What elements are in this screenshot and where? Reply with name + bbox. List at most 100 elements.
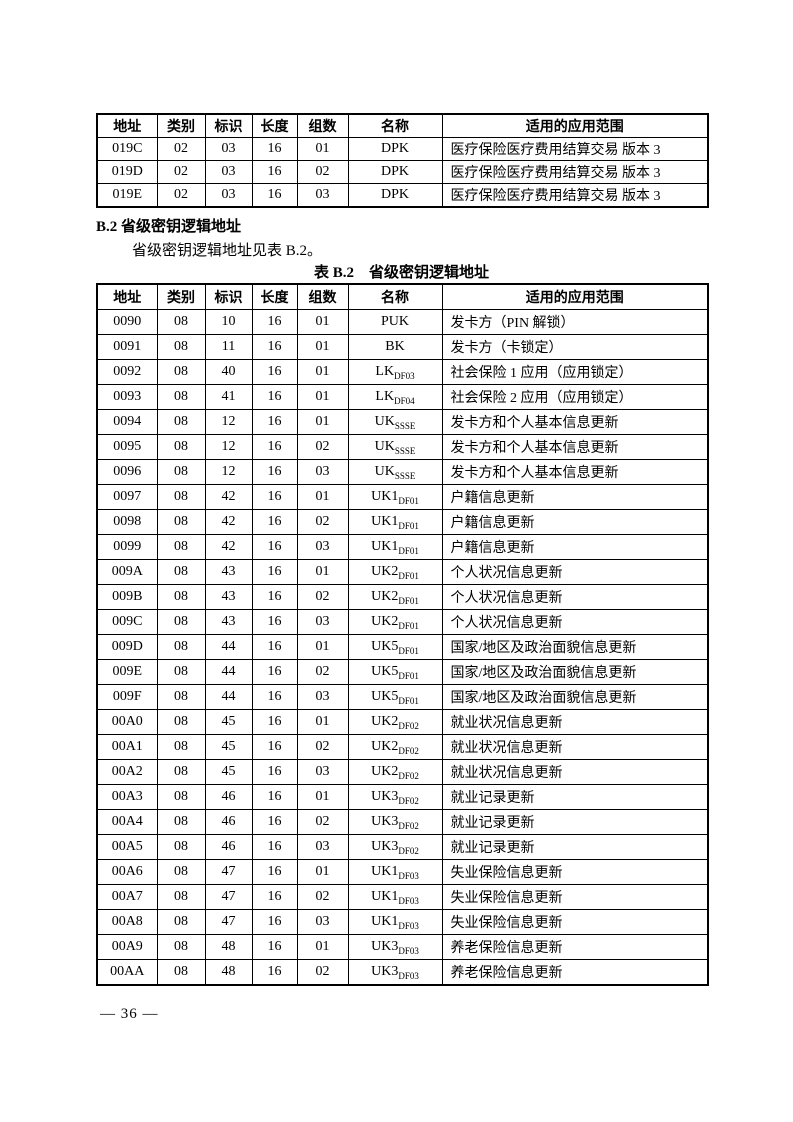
column-header: 适用的应用范围 xyxy=(441,283,709,310)
cell-groups: 01 xyxy=(296,484,349,510)
cell-name: UKSSSE xyxy=(347,409,443,435)
cell-scope: 个人状况信息更新 xyxy=(441,559,709,585)
cell-name: UK1DF03 xyxy=(347,909,443,935)
cell-groups: 01 xyxy=(296,359,349,385)
cell-length: 16 xyxy=(251,934,298,960)
name-subscript: SSSE xyxy=(394,470,416,481)
table-row: 0095 08 12 16 02 UKSSSE 发卡方和个人基本信息更新 xyxy=(96,434,709,460)
cell-name: UK5DF01 xyxy=(347,684,443,710)
cell-address: 019C xyxy=(96,137,158,161)
cell-scope: 户籍信息更新 xyxy=(441,484,709,510)
cell-address: 009A xyxy=(96,559,158,585)
name-subscript: DF02 xyxy=(398,795,419,806)
cell-category: 02 xyxy=(156,160,206,184)
cell-length: 16 xyxy=(251,809,298,835)
table-row: 00A0 08 45 16 01 UK2DF02 就业状况信息更新 xyxy=(96,709,709,735)
name-subscript: DF02 xyxy=(398,745,419,756)
cell-length: 16 xyxy=(251,384,298,410)
cell-name: UK2DF01 xyxy=(347,584,443,610)
name-subscript: DF01 xyxy=(398,695,419,706)
cell-name: UK3DF03 xyxy=(347,959,443,986)
column-header: 类别 xyxy=(156,283,206,310)
cell-length: 16 xyxy=(251,884,298,910)
cell-category: 08 xyxy=(156,634,206,660)
column-header: 长度 xyxy=(251,113,298,138)
cell-groups: 03 xyxy=(296,459,349,485)
name-subscript: DF01 xyxy=(398,570,419,581)
cell-category: 08 xyxy=(156,859,206,885)
cell-name: UK1DF03 xyxy=(347,859,443,885)
cell-id: 44 xyxy=(204,684,253,710)
cell-category: 02 xyxy=(156,137,206,161)
cell-address: 00A6 xyxy=(96,859,158,885)
cell-address: 0093 xyxy=(96,384,158,410)
cell-scope: 医疗保险医疗费用结算交易 版本 3 xyxy=(441,137,709,161)
cell-groups: 02 xyxy=(296,509,349,535)
name-subscript: DF01 xyxy=(398,645,419,656)
cell-address: 00A8 xyxy=(96,909,158,935)
cell-groups: 02 xyxy=(296,884,349,910)
cell-id: 41 xyxy=(204,384,253,410)
cell-length: 16 xyxy=(251,684,298,710)
table-row: 019E 02 03 16 03 DPK 医疗保险医疗费用结算交易 版本 3 xyxy=(96,183,709,208)
table-row: 0093 08 41 16 01 LKDF04 社会保险 2 应用（应用锁定） xyxy=(96,384,709,410)
cell-scope: 养老保险信息更新 xyxy=(441,934,709,960)
cell-address: 00A7 xyxy=(96,884,158,910)
cell-name: UK3DF03 xyxy=(347,934,443,960)
cell-length: 16 xyxy=(251,709,298,735)
cell-name: UK1DF01 xyxy=(347,509,443,535)
cell-category: 02 xyxy=(156,183,206,208)
name-subscript: DF03 xyxy=(398,895,419,906)
cell-scope: 个人状况信息更新 xyxy=(441,609,709,635)
cell-groups: 01 xyxy=(296,859,349,885)
cell-name: UKSSSE xyxy=(347,459,443,485)
table-row: 0091 08 11 16 01 BK 发卡方（卡锁定） xyxy=(96,334,709,360)
cell-scope: 国家/地区及政治面貌信息更新 xyxy=(441,684,709,710)
table-row: 00AA 08 48 16 02 UK3DF03 养老保险信息更新 xyxy=(96,959,709,986)
cell-address: 0090 xyxy=(96,309,158,335)
cell-id: 45 xyxy=(204,709,253,735)
cell-length: 16 xyxy=(251,309,298,335)
cell-category: 08 xyxy=(156,834,206,860)
cell-groups: 01 xyxy=(296,137,349,161)
cell-address: 00A1 xyxy=(96,734,158,760)
name-subscript: DF02 xyxy=(398,845,419,856)
name-subscript: DF03 xyxy=(398,970,419,981)
cell-scope: 失业保险信息更新 xyxy=(441,909,709,935)
cell-name: UK1DF01 xyxy=(347,534,443,560)
cell-length: 16 xyxy=(251,634,298,660)
cell-address: 00A9 xyxy=(96,934,158,960)
cell-address: 009D xyxy=(96,634,158,660)
cell-category: 08 xyxy=(156,784,206,810)
cell-scope: 就业状况信息更新 xyxy=(441,759,709,785)
cell-id: 03 xyxy=(204,183,253,208)
table-b2-title: 表 B.2 省级密钥逻辑地址 xyxy=(313,265,489,281)
column-header: 长度 xyxy=(251,283,298,310)
cell-scope: 社会保险 2 应用（应用锁定） xyxy=(441,384,709,410)
name-subscript: DF03 xyxy=(398,945,419,956)
header-row: 地址 类别 标识 长度 组数 名称 适用的应用范围 xyxy=(96,113,709,138)
cell-length: 16 xyxy=(251,434,298,460)
table-row: 00A9 08 48 16 01 UK3DF03 养老保险信息更新 xyxy=(96,934,709,960)
cell-id: 10 xyxy=(204,309,253,335)
cell-name: UK2DF02 xyxy=(347,709,443,735)
cell-groups: 03 xyxy=(296,183,349,208)
cell-length: 16 xyxy=(251,734,298,760)
cell-scope: 发卡方和个人基本信息更新 xyxy=(441,459,709,485)
cell-length: 16 xyxy=(251,509,298,535)
cell-length: 16 xyxy=(251,859,298,885)
cell-groups: 03 xyxy=(296,909,349,935)
cell-groups: 02 xyxy=(296,434,349,460)
cell-scope: 社会保险 1 应用（应用锁定） xyxy=(441,359,709,385)
cell-length: 16 xyxy=(251,459,298,485)
cell-address: 009C xyxy=(96,609,158,635)
table-row: 00A3 08 46 16 01 UK3DF02 就业记录更新 xyxy=(96,784,709,810)
cell-scope: 国家/地区及政治面貌信息更新 xyxy=(441,634,709,660)
cell-length: 16 xyxy=(251,959,298,986)
cell-groups: 01 xyxy=(296,409,349,435)
cell-category: 08 xyxy=(156,934,206,960)
cell-groups: 02 xyxy=(296,734,349,760)
name-subscript: DF01 xyxy=(398,670,419,681)
cell-id: 46 xyxy=(204,784,253,810)
